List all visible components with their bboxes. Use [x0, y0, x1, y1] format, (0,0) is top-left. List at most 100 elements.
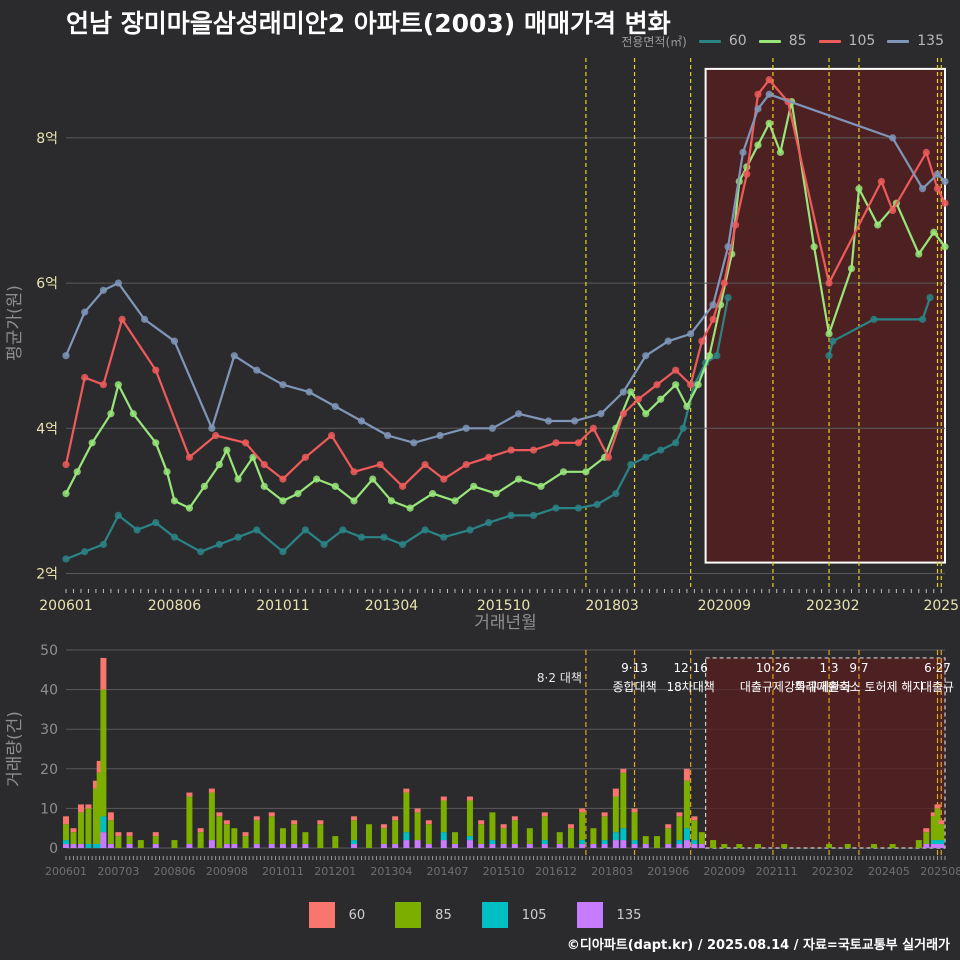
- data-point-85: [492, 490, 500, 498]
- data-point-60: [320, 540, 328, 549]
- volume-bar-85: [466, 800, 473, 837]
- data-point-105: [698, 337, 706, 345]
- volume-bar-85: [511, 820, 518, 845]
- volume-bar-135: [414, 840, 421, 848]
- volume-bar-105: [100, 816, 107, 833]
- volume-bar-135: [279, 844, 286, 848]
- policy-annotation-label: 종합대책: [612, 679, 656, 694]
- volume-legend-label-60: 60: [348, 907, 366, 923]
- volume-bar-85: [567, 828, 574, 848]
- volume-bar-105: [466, 836, 473, 841]
- data-point-85: [215, 460, 223, 469]
- data-point-85: [514, 475, 523, 483]
- price-x-tick-label: 200601: [39, 598, 92, 614]
- volume-bar-135: [511, 844, 518, 848]
- volume-bar-105: [489, 840, 496, 845]
- volume-bar-85: [392, 820, 399, 845]
- volume-bar-85: [930, 816, 937, 841]
- data-point-135: [933, 170, 942, 178]
- volume-bar-85: [631, 812, 638, 841]
- price-x-tick-label: 201304: [365, 598, 419, 614]
- volume-bar-105: [96, 844, 103, 848]
- volume-bar-85: [915, 840, 922, 848]
- volume-bar-135: [440, 840, 447, 848]
- data-point-60: [507, 511, 515, 519]
- volume-bar-85: [425, 824, 432, 845]
- data-point-85: [170, 497, 179, 505]
- volume-bar-60: [683, 768, 690, 781]
- volume-bar-85: [197, 832, 204, 848]
- data-point-85: [855, 185, 863, 193]
- data-point-85: [694, 381, 702, 389]
- volume-bar-135: [380, 844, 387, 848]
- volume-bar-60: [392, 816, 399, 821]
- data-point-85: [874, 221, 882, 229]
- volume-bar-135: [698, 844, 705, 848]
- data-point-135: [514, 410, 523, 418]
- volume-bar-85: [63, 824, 69, 841]
- volume-bar-85: [754, 844, 761, 848]
- volume-bar-135: [466, 840, 473, 848]
- legend-item-105: 105: [818, 33, 882, 49]
- price-y-tick-label: 6억: [36, 276, 58, 292]
- data-point-105: [922, 148, 930, 156]
- data-point-85: [683, 402, 691, 411]
- data-point-85: [185, 504, 194, 512]
- volume-bar-85: [208, 792, 215, 841]
- data-point-85: [810, 243, 818, 251]
- data-point-60: [421, 526, 429, 534]
- data-point-85: [350, 497, 358, 505]
- data-point-60: [234, 533, 242, 541]
- data-point-135: [488, 424, 497, 432]
- data-point-60: [627, 460, 635, 469]
- data-point-60: [466, 526, 474, 534]
- data-point-85: [260, 482, 268, 490]
- price-x-tick-label: 201510: [477, 598, 530, 614]
- data-point-135: [571, 417, 579, 425]
- volume-bar-85: [452, 832, 458, 845]
- data-point-60: [825, 352, 833, 360]
- data-point-135: [754, 105, 762, 113]
- volume-bar-85: [223, 824, 230, 845]
- policy-annotation-date: 1·3: [819, 661, 838, 675]
- volume-bar-85: [934, 808, 941, 841]
- volume-bar-60: [70, 828, 77, 833]
- volume-bar-85: [691, 820, 698, 841]
- volume-bar-105: [691, 840, 698, 845]
- data-point-105: [720, 279, 728, 287]
- volume-bar-85: [291, 824, 298, 845]
- data-point-85: [223, 446, 231, 454]
- volume-bar-85: [440, 800, 447, 833]
- data-point-135: [941, 177, 949, 186]
- volume-x-tick-label: 201803: [591, 865, 633, 878]
- volume-x-tick-label: 201906: [647, 865, 689, 878]
- volume-bar-135: [930, 844, 937, 848]
- volume-bar-85: [889, 844, 896, 848]
- data-point-105: [529, 446, 538, 454]
- data-point-105: [754, 90, 762, 98]
- volume-bar-60: [77, 804, 84, 813]
- volume-bar-135: [691, 844, 698, 848]
- volume-bar-105: [612, 832, 619, 841]
- volume-legend-item-105: 105: [481, 902, 557, 928]
- volume-bar-85: [489, 812, 496, 841]
- policy-annotation: 8·2 대책: [537, 670, 582, 685]
- volume-x-tick-label: 202508: [920, 865, 960, 878]
- data-point-105: [327, 431, 336, 440]
- data-point-85: [163, 468, 171, 476]
- volume-bar-60: [253, 816, 260, 821]
- data-point-135: [305, 388, 313, 396]
- volume-bar-60: [425, 820, 432, 825]
- data-point-105: [260, 460, 268, 469]
- data-point-85: [657, 395, 665, 403]
- volume-bar-105: [403, 832, 410, 841]
- data-point-85: [776, 148, 785, 156]
- volume-bar-85: [826, 844, 833, 848]
- volume-bar-85: [698, 832, 705, 845]
- volume-bar-85: [152, 836, 159, 845]
- volume-bar-60: [208, 788, 215, 793]
- volume-bar-105: [601, 840, 608, 845]
- volume-bar-85: [665, 828, 672, 845]
- volume-bar-85: [526, 828, 533, 845]
- price-x-axis-title: 거래년월: [474, 613, 537, 633]
